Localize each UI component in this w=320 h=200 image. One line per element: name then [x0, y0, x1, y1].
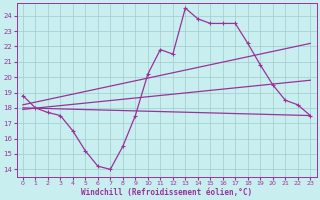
X-axis label: Windchill (Refroidissement éolien,°C): Windchill (Refroidissement éolien,°C) [81, 188, 252, 197]
